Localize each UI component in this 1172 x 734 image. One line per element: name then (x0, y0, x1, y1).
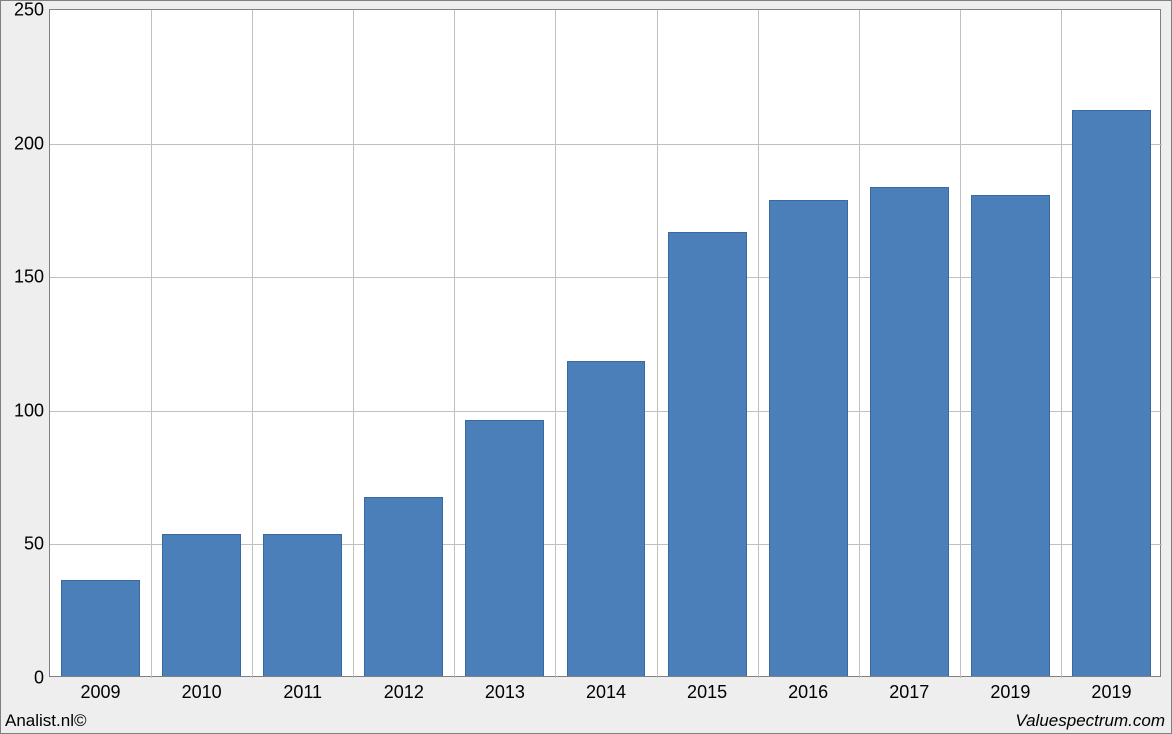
y-tick-label: 100 (14, 400, 50, 421)
bar (465, 420, 544, 677)
bar (263, 534, 342, 676)
v-gridline (960, 10, 961, 678)
x-tick-label: 2013 (485, 676, 525, 703)
y-tick-label: 50 (24, 534, 50, 555)
bar (870, 187, 949, 676)
y-tick-label: 150 (14, 267, 50, 288)
bar (971, 195, 1050, 676)
v-gridline (859, 10, 860, 678)
y-tick-label: 250 (14, 0, 50, 21)
bar (769, 200, 848, 676)
footer-left: Analist.nl© (5, 711, 87, 731)
v-gridline (454, 10, 455, 678)
v-gridline (353, 10, 354, 678)
footer-right: Valuespectrum.com (1015, 711, 1165, 731)
v-gridline (657, 10, 658, 678)
chart-container: 0 50 100 150 200 250 2009 2010 2011 2012 2013 2014 2… (0, 0, 1172, 734)
v-gridline (1061, 10, 1062, 678)
x-tick-label: 2009 (81, 676, 121, 703)
v-gridline (151, 10, 152, 678)
bar (364, 497, 443, 676)
v-gridline (252, 10, 253, 678)
x-tick-label: 2010 (182, 676, 222, 703)
x-tick-label: 2011 (283, 676, 322, 703)
bar (567, 361, 646, 676)
bar (61, 580, 140, 676)
x-tick-label: 2012 (384, 676, 424, 703)
bar (1072, 110, 1151, 676)
h-gridline (50, 144, 1162, 145)
x-tick-label: 2016 (788, 676, 828, 703)
bar (668, 232, 747, 676)
x-tick-label: 2019 (1091, 676, 1131, 703)
y-tick-label: 0 (34, 668, 50, 689)
x-tick-label: 2015 (687, 676, 727, 703)
bar (162, 534, 241, 676)
x-tick-label: 2017 (889, 676, 929, 703)
x-tick-label: 2019 (990, 676, 1030, 703)
v-gridline (555, 10, 556, 678)
plot-area: 0501001502002502009201020112012201320142… (49, 9, 1161, 677)
v-gridline (758, 10, 759, 678)
x-tick-label: 2014 (586, 676, 626, 703)
y-tick-label: 200 (14, 133, 50, 154)
